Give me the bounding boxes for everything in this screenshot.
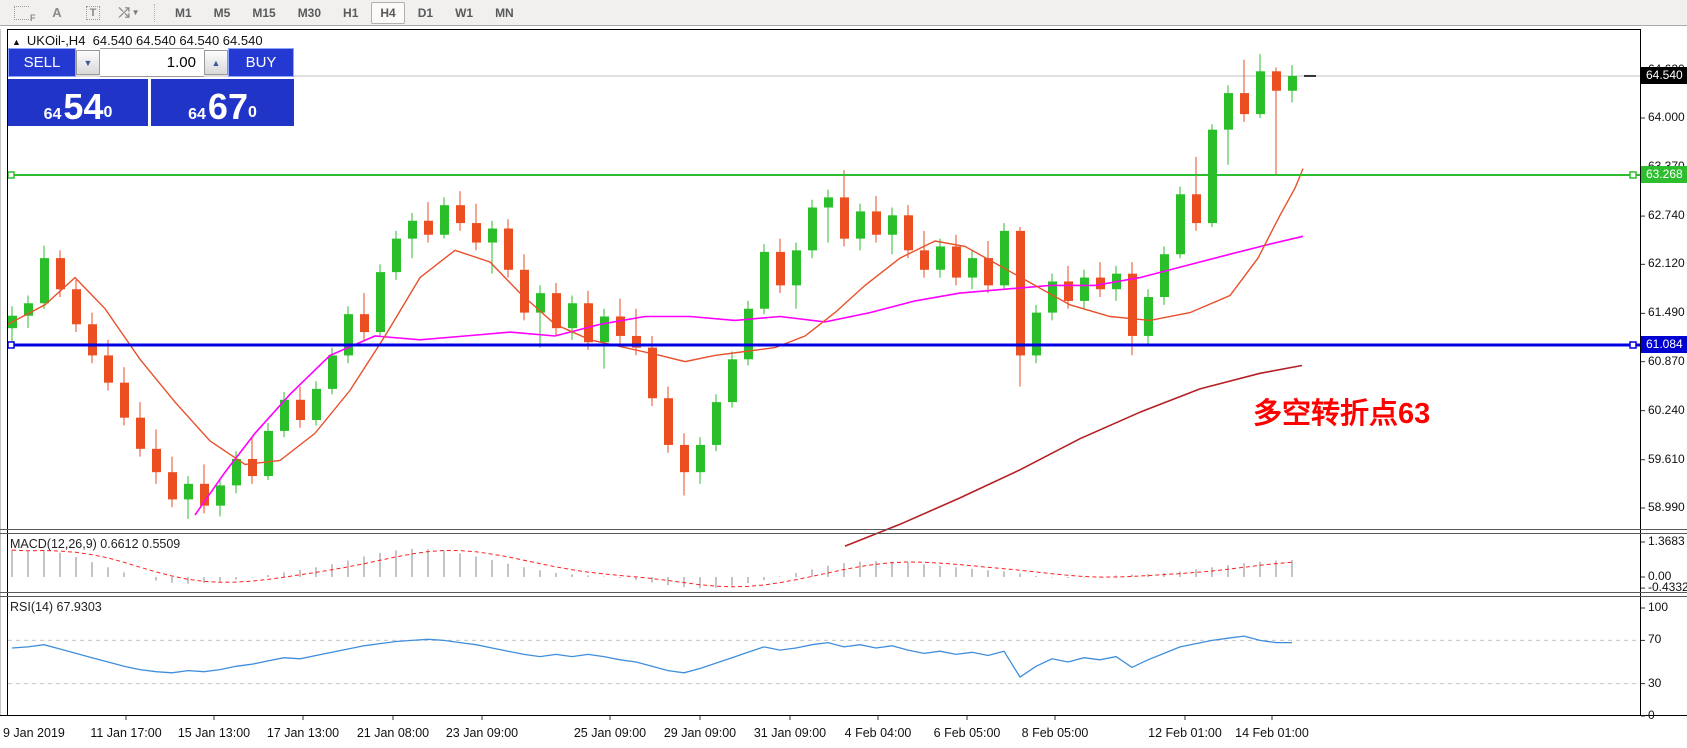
price-axis-label: 62.120 bbox=[1648, 256, 1685, 271]
time-axis-label: 31 Jan 09:00 bbox=[753, 726, 827, 740]
price-axis-label: 58.990 bbox=[1648, 499, 1685, 514]
toolbar: F A T ⤮ ▼ M1 M5 M15 M30 H1 H4 D1 W1 MN bbox=[0, 0, 1687, 26]
trade-price-tiles: 64 54 0 64 67 0 bbox=[8, 79, 294, 126]
price-axis-label: 64.000 bbox=[1648, 110, 1685, 124]
sell-button[interactable]: SELL bbox=[8, 48, 76, 77]
ohlc-quote: 64.540 64.540 64.540 64.540 bbox=[92, 33, 263, 48]
sell-price-tile[interactable]: 64 54 0 bbox=[8, 79, 148, 126]
macd-axis-label: -0.4332 bbox=[1648, 580, 1687, 595]
price-badge: 64.540 bbox=[1641, 66, 1687, 84]
rsi-line bbox=[11, 635, 1292, 679]
buy-price-small: 64 bbox=[188, 106, 206, 123]
volume-increase-button[interactable]: ▲ bbox=[204, 50, 228, 75]
price-badge: 63.268 bbox=[1641, 165, 1687, 183]
rsi-axis-label: 70 bbox=[1648, 632, 1662, 647]
timeframe-button-d1[interactable]: D1 bbox=[417, 5, 434, 20]
price-axis-label: 62.740 bbox=[1648, 208, 1685, 223]
time-axis-label: 29 Jan 09:00 bbox=[663, 726, 737, 740]
time-axis-label: 6 Feb 05:00 bbox=[933, 726, 1001, 740]
price-axis-label: 60.240 bbox=[1648, 402, 1685, 417]
price-axis-label: 60.870 bbox=[1648, 353, 1685, 368]
mid-ma-line bbox=[194, 235, 1304, 516]
resistance-line-handle[interactable] bbox=[7, 171, 15, 179]
rsi-axis-label: 100 bbox=[1648, 600, 1669, 614]
timeframe-button-m30[interactable]: M30 bbox=[297, 5, 322, 20]
sell-price-small: 64 bbox=[43, 106, 62, 123]
time-axis-label: 25 Jan 09:00 bbox=[573, 726, 647, 740]
price-badge: 61.084 bbox=[1641, 335, 1687, 353]
rsi-axis-label: 30 bbox=[1648, 675, 1662, 690]
timeframe-button-group: M1 M5 M15 M30 H1 H4 D1 W1 MN bbox=[164, 1, 525, 24]
label-a-icon[interactable]: A bbox=[52, 5, 62, 20]
macd-label: MACD(12,26,9) 0.6612 0.5509 bbox=[10, 537, 181, 551]
candlestick-series bbox=[8, 54, 1297, 519]
rsi-label: RSI(14) 67.9303 bbox=[10, 600, 102, 614]
macd-histogram bbox=[11, 548, 1293, 589]
slow-ma-line bbox=[844, 364, 1303, 547]
price-axis-label: 61.490 bbox=[1648, 305, 1685, 320]
one-click-trade-panel: SELL ▼ 1.00 ▲ BUY 64 54 0 64 67 0 bbox=[8, 48, 294, 126]
timeframe-button-mn[interactable]: MN bbox=[495, 5, 514, 20]
macd-axis-label: 0.00 bbox=[1648, 569, 1672, 583]
sell-price-big: 54 bbox=[63, 86, 104, 128]
toolbar-separator bbox=[154, 3, 156, 22]
time-axis-label: 4 Feb 04:00 bbox=[844, 726, 912, 740]
price-axis-label: 59.610 bbox=[1648, 451, 1685, 466]
trade-panel-top-row: SELL ▼ 1.00 ▲ BUY bbox=[8, 48, 294, 77]
buy-price-tile[interactable]: 64 67 0 bbox=[151, 79, 294, 126]
buy-button[interactable]: BUY bbox=[228, 48, 294, 77]
grid-f-icon[interactable]: F bbox=[6, 2, 36, 23]
time-axis-label: 17 Jan 13:00 bbox=[266, 726, 340, 740]
timeframe-button-m5[interactable]: M5 bbox=[213, 5, 231, 20]
volume-decrease-button[interactable]: ▼ bbox=[76, 50, 100, 75]
buy-price-big: 67 bbox=[207, 86, 248, 128]
time-axis-label: 11 Jan 17:00 bbox=[90, 726, 162, 740]
time-axis-label: 12 Feb 01:00 bbox=[1148, 726, 1222, 740]
symbol-period-label: UKOil-,H4 bbox=[26, 33, 86, 48]
resistance-line-handle[interactable] bbox=[1629, 171, 1637, 179]
buy-price-sup: 0 bbox=[247, 104, 257, 121]
text-tool-icon[interactable]: T bbox=[78, 2, 108, 23]
timeframe-button-h4[interactable]: H4 bbox=[371, 1, 405, 24]
sell-price-sup: 0 bbox=[103, 104, 113, 121]
time-axis-label: 23 Jan 09:00 bbox=[445, 726, 519, 740]
chart-text-annotation[interactable]: 多空转折点63 bbox=[1253, 398, 1431, 430]
time-axis-label: 21 Jan 08:00 bbox=[356, 726, 430, 740]
support-line-handle[interactable] bbox=[1629, 341, 1637, 349]
volume-input[interactable]: 1.00 bbox=[100, 48, 204, 77]
arrange-arrows-icon[interactable]: ⤮ ▼ bbox=[118, 4, 140, 20]
timeframe-button-m1[interactable]: M1 bbox=[175, 5, 192, 20]
macd-axis-label: 1.3683 bbox=[1648, 533, 1685, 548]
timeframe-button-h1[interactable]: H1 bbox=[343, 5, 359, 20]
macd-signal-line bbox=[11, 549, 1293, 588]
time-axis-label: 8 Feb 05:00 bbox=[1021, 726, 1089, 740]
chart-title: ▲ UKOil-,H4 64.540 64.540 64.540 64.540 bbox=[12, 33, 263, 48]
time-axis-label: 15 Jan 13:00 bbox=[177, 726, 251, 740]
time-axis-label: 14 Feb 01:00 bbox=[1235, 726, 1309, 740]
support-line-handle[interactable] bbox=[7, 341, 15, 349]
timeframe-button-m15[interactable]: M15 bbox=[252, 5, 276, 20]
fast-ma-line bbox=[7, 168, 1304, 466]
rsi-axis-label: 0 bbox=[1648, 708, 1655, 722]
time-axis-label: 9 Jan 2019 bbox=[3, 726, 65, 740]
timeframe-button-w1[interactable]: W1 bbox=[455, 5, 474, 20]
collapse-triangle-icon[interactable]: ▲ bbox=[12, 37, 21, 47]
